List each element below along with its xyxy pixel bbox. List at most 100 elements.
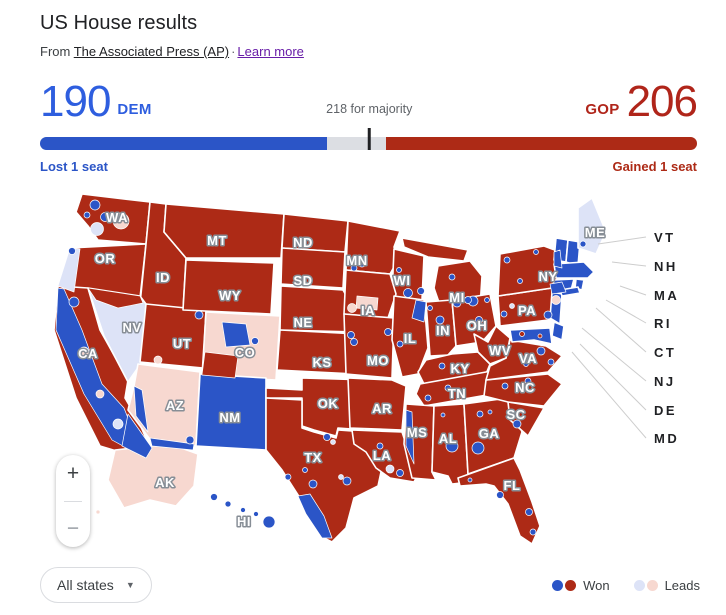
map-zoom-control: + − bbox=[56, 455, 90, 547]
dem-won-dot bbox=[552, 579, 564, 591]
state-label-il: IL bbox=[404, 331, 417, 346]
callout-label-ct: CT bbox=[654, 345, 676, 360]
callout-line-ma bbox=[619, 285, 647, 296]
map-svg[interactable]: WA OR CA ID NV UT AZ MT WY CO NM ND SD NE KS OK TX MN IA MO… bbox=[0, 180, 726, 578]
callout-line-nh bbox=[611, 261, 647, 267]
state-label-hi: HI bbox=[237, 514, 251, 529]
state-sc[interactable] bbox=[508, 402, 544, 436]
state-label-la: LA bbox=[373, 448, 391, 463]
district-patches bbox=[56, 200, 586, 538]
state-me[interactable] bbox=[578, 198, 606, 254]
state-label-mn: MN bbox=[346, 253, 367, 268]
state-label-ak: AK bbox=[155, 475, 175, 490]
state-nd[interactable] bbox=[282, 214, 348, 252]
state-label-az: AZ bbox=[166, 398, 184, 413]
state-label-nd: ND bbox=[293, 235, 313, 250]
callout-labels: VT NH MA RI CT NJ DE MD bbox=[654, 230, 679, 446]
learn-more-link[interactable]: Learn more bbox=[237, 44, 304, 59]
state-label-id: ID bbox=[156, 270, 170, 285]
state-mo[interactable] bbox=[344, 314, 394, 378]
results-summary: 190 DEM 218 for majority GOP 206 Lost 1 … bbox=[40, 74, 698, 174]
legend-won-label: Won bbox=[583, 577, 610, 593]
state-fl[interactable] bbox=[458, 458, 540, 544]
dropdown-label: All states bbox=[57, 577, 114, 593]
callout-line-vt bbox=[597, 236, 647, 245]
state-ak[interactable] bbox=[108, 444, 198, 508]
zoom-in-button[interactable]: + bbox=[56, 463, 90, 484]
state-label-ny: NY bbox=[538, 269, 557, 284]
state-label-tx: TX bbox=[304, 450, 322, 465]
state-ar[interactable] bbox=[348, 378, 406, 430]
callout-label-vt: VT bbox=[654, 230, 676, 245]
state-label-ga: GA bbox=[479, 426, 500, 441]
source-line: From The Associated Press (AP) · Learn mor… bbox=[40, 44, 304, 59]
callout-lines bbox=[571, 236, 647, 439]
footer: All states ▼ Won Leads bbox=[40, 567, 700, 603]
chevron-down-icon: ▼ bbox=[125, 580, 135, 590]
state-label-va: VA bbox=[519, 351, 537, 366]
state-label-mo: MO bbox=[367, 353, 389, 368]
state-ma[interactable] bbox=[554, 262, 594, 278]
state-filter-dropdown[interactable]: All states ▼ bbox=[40, 567, 152, 603]
dem-leads-dot bbox=[633, 579, 645, 591]
state-mi-up[interactable] bbox=[402, 238, 468, 261]
callout-label-nj: NJ bbox=[654, 374, 676, 389]
state-nc[interactable] bbox=[484, 374, 562, 406]
separator: · bbox=[231, 44, 236, 59]
state-label-ky: KY bbox=[450, 361, 469, 376]
state-label-ar: AR bbox=[372, 401, 392, 416]
state-hi[interactable] bbox=[211, 494, 276, 529]
state-label-co: CO bbox=[235, 345, 256, 360]
state-label-wa: WA bbox=[106, 210, 128, 225]
zoom-out-button[interactable]: − bbox=[56, 518, 90, 539]
us-house-map[interactable]: WA OR CA ID NV UT AZ MT WY CO NM ND SD NE KS OK TX MN IA MO… bbox=[0, 180, 726, 578]
callout-label-de: DE bbox=[654, 403, 677, 418]
state-label-wv: WV bbox=[489, 343, 511, 358]
gop-party-label: GOP bbox=[585, 101, 620, 118]
state-de[interactable] bbox=[552, 322, 564, 340]
state-wy[interactable] bbox=[183, 260, 274, 314]
state-label-fl: FL bbox=[504, 478, 521, 493]
state-wv[interactable] bbox=[474, 326, 510, 364]
page-title: US House results bbox=[40, 12, 198, 34]
state-sd[interactable] bbox=[281, 248, 345, 288]
callout-label-ri: RI bbox=[654, 316, 672, 331]
state-label-nv: NV bbox=[122, 320, 141, 335]
gop-seat-change: Gained 1 seat bbox=[612, 159, 697, 174]
state-label-ms: MS bbox=[407, 425, 428, 440]
zoom-divider bbox=[64, 500, 82, 502]
header: US House results From The Associated Pre… bbox=[40, 12, 304, 59]
state-label-al: AL bbox=[439, 431, 457, 446]
dem-side: 190 DEM bbox=[40, 79, 152, 124]
state-label-ut: UT bbox=[173, 336, 191, 351]
source-prefix: From bbox=[40, 44, 71, 59]
state-label-or: OR bbox=[95, 251, 116, 266]
source-link[interactable]: The Associated Press (AP) bbox=[73, 44, 230, 59]
majority-tick bbox=[368, 128, 371, 150]
gop-bar-segment bbox=[385, 137, 697, 150]
state-label-nc: NC bbox=[515, 380, 535, 395]
gop-won-dot bbox=[565, 579, 577, 591]
state-label-mt: MT bbox=[207, 233, 227, 248]
state-label-me: ME bbox=[585, 225, 606, 240]
state-mt[interactable] bbox=[164, 204, 284, 258]
gop-seat-count: 206 bbox=[626, 76, 698, 126]
state-oh[interactable] bbox=[452, 294, 496, 346]
dem-party-label: DEM bbox=[117, 101, 152, 118]
state-md[interactable] bbox=[510, 328, 552, 344]
state-label-oh: OH bbox=[467, 318, 488, 333]
state-label-ca: CA bbox=[78, 346, 98, 361]
state-label-tn: TN bbox=[448, 386, 466, 401]
dem-seat-change: Lost 1 seat bbox=[40, 159, 108, 174]
seat-bar bbox=[40, 128, 697, 150]
state-in[interactable] bbox=[426, 300, 456, 356]
callout-line-de bbox=[579, 343, 647, 411]
callout-line-nj bbox=[581, 327, 647, 382]
state-label-in: IN bbox=[436, 323, 450, 338]
state-labels: WA OR CA ID NV UT AZ MT WY CO NM ND SD NE KS OK TX MN IA MO… bbox=[77, 209, 607, 531]
callout-label-md: MD bbox=[654, 431, 679, 446]
state-label-ok: OK bbox=[318, 396, 339, 411]
district-patch-nv bbox=[88, 288, 143, 308]
state-label-wi: WI bbox=[394, 273, 411, 288]
